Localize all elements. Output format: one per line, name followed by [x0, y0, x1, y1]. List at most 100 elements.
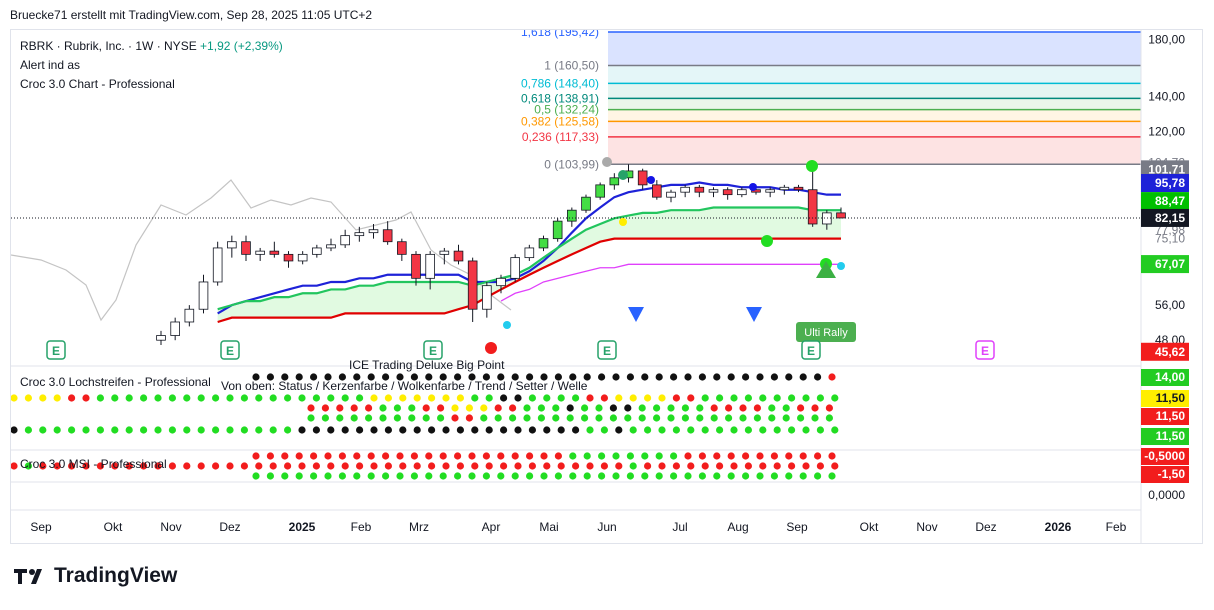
lochstreifen-dot: [327, 426, 335, 434]
lochstreifen-dot: [321, 404, 329, 412]
earnings-letter: E: [226, 344, 234, 358]
price-label-box: [1141, 255, 1189, 274]
signal-dot: [618, 170, 628, 180]
lochstreifen-dot: [24, 426, 32, 434]
lochstreifen-dot: [739, 414, 747, 422]
lochstreifen-dot: [768, 404, 776, 412]
price-label-text: 82,15: [1155, 211, 1185, 225]
lochstreifen-dot: [554, 373, 563, 381]
earnings-box: [597, 340, 617, 360]
msi-dot: [799, 452, 807, 460]
lochstreifen-dot: [566, 404, 574, 412]
lochstreifen-dot: [356, 426, 364, 434]
lochstreifen-dot: [629, 394, 637, 402]
lochstreifen-dot: [471, 426, 479, 434]
chart-frame[interactable]: 1,618 (195,42) 1 (160,50) 0,786 (148,40) 0,…: [10, 29, 1203, 544]
signal-dot: [647, 176, 655, 184]
candle: [241, 235, 251, 261]
lochstreifen-dot: [312, 426, 320, 434]
fib-label: 0,5 (132,24): [534, 103, 599, 117]
lochstreifen-dot: [831, 394, 839, 402]
lochstreifen-dot: [384, 394, 392, 402]
candle: [425, 251, 435, 290]
candle-body: [637, 170, 648, 186]
lochstreifen-dot: [511, 373, 519, 381]
msi-dot: [353, 472, 361, 480]
lochstreifen-dot: [586, 394, 594, 402]
msi-dot: [428, 462, 436, 470]
lochstreifen-dot: [367, 373, 375, 381]
lochstreifen-dot: [396, 373, 404, 381]
lochstreifen-dot: [370, 426, 378, 434]
candle-body: [595, 184, 605, 198]
signal-dot: [837, 262, 845, 270]
lochstreifen-dot: [39, 426, 47, 434]
lochstreifen-dot: [336, 414, 344, 422]
msi-dot: [370, 462, 378, 470]
indicator-line-2: [217, 237, 841, 324]
msi-dot: [514, 462, 522, 470]
lochstreifen-dot: [727, 373, 735, 381]
lochstreifen-dot: [379, 404, 387, 412]
lochstreifen-dot: [485, 426, 493, 434]
lochstreifen-dot: [543, 426, 551, 434]
msi-dot: [310, 472, 318, 480]
x-tick-label: Mrz: [409, 520, 429, 534]
msi-dot: [396, 472, 404, 480]
candle-body: [326, 244, 336, 249]
lochstreifen-dot: [788, 394, 796, 402]
msi-dot: [468, 452, 476, 460]
lochstreifen-dot: [638, 404, 646, 412]
msi-dot: [684, 452, 692, 460]
lochstreifen-dot: [526, 373, 534, 381]
price-label: 88,47: [1141, 192, 1189, 211]
lochstreifen-dot: [825, 414, 834, 422]
msi-dot: [759, 462, 767, 470]
lochstreifen-dot: [465, 414, 473, 422]
lochstreifen-dot: [140, 394, 148, 402]
msi-dot: [569, 472, 577, 480]
msi-dot: [183, 462, 191, 470]
msi-dot: [240, 462, 248, 470]
cloud-fill: [217, 207, 841, 322]
lochstreifen-dot: [393, 404, 401, 412]
lochstreifen-dot: [509, 414, 517, 422]
candle: [482, 281, 492, 318]
msi-dot: [226, 462, 234, 470]
lochstreifen-dot: [269, 426, 277, 434]
msi-dot: [698, 472, 707, 480]
lochstreifen-dot: [670, 373, 678, 381]
lochstreifen-dot: [68, 426, 76, 434]
lochstreifen-dot: [797, 414, 805, 422]
lochstreifen-dot: [413, 426, 421, 434]
lochstreifen-dot: [68, 394, 76, 402]
msi-dot: [788, 462, 796, 470]
lochstreifen-dot: [742, 373, 750, 381]
lochstreifen-dot: [514, 426, 522, 434]
lochstreifen-dot: [753, 404, 762, 412]
msi-dot: [511, 452, 519, 460]
lochstreifen-dot: [770, 373, 779, 381]
msi-dot: [442, 462, 450, 470]
candle-body: [255, 250, 265, 255]
candle: [227, 235, 237, 258]
msi-dot: [785, 452, 793, 460]
lochstreifen-dot: [725, 414, 733, 422]
candle: [822, 210, 832, 230]
candle: [283, 251, 294, 268]
lochstreifen-dot: [82, 426, 90, 434]
msi-dot: [802, 462, 810, 470]
lochstreifen-dot: [514, 394, 522, 402]
candle-body: [567, 209, 577, 222]
candle-body: [708, 189, 719, 193]
lochstreifen-dot: [399, 426, 407, 434]
lochstreifen-dot: [240, 426, 248, 434]
candle-body: [227, 241, 237, 249]
price-label: 67,07: [1141, 255, 1189, 274]
fib-zone: [608, 98, 1141, 110]
msi-dot: [687, 462, 695, 470]
msi-dot: [399, 462, 407, 470]
candle-body: [680, 186, 690, 193]
lochstreifen-dot: [39, 394, 47, 402]
chart-canvas[interactable]: 1,618 (195,42)1 (160,50)0,786 (148,40)0,…: [11, 30, 1202, 543]
